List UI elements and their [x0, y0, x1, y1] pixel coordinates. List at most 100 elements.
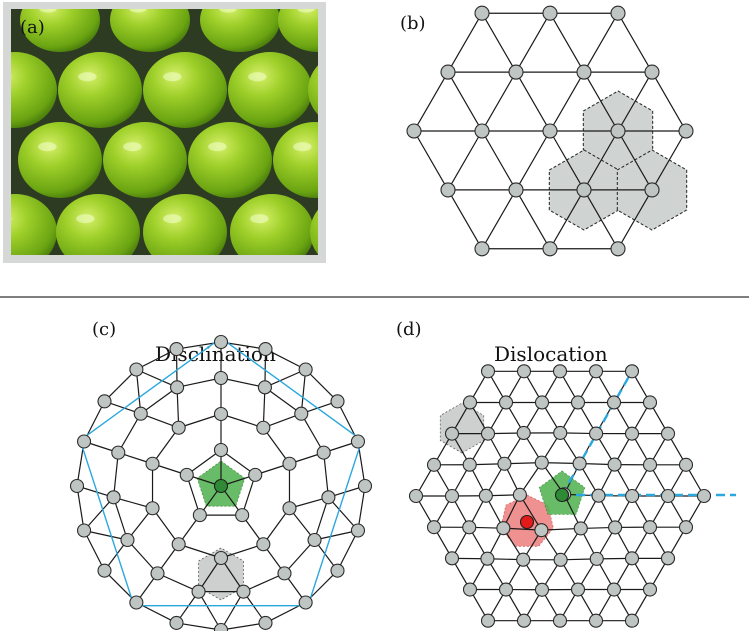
lattice-nodes: [406, 5, 694, 257]
bond: [447, 12, 483, 73]
lattice-node: [145, 501, 160, 516]
lattice-node: [235, 508, 250, 523]
lattice-node: [444, 551, 460, 566]
lattice-node: [678, 457, 694, 472]
lattice-node: [440, 64, 456, 80]
lattice-node: [552, 613, 568, 628]
bond: [284, 539, 315, 574]
apple-highlight: [76, 214, 95, 224]
lattice-node: [696, 488, 712, 504]
lattice-node: [480, 426, 496, 441]
lattice-node: [644, 182, 660, 198]
lattice-node: [256, 420, 271, 435]
apple-highlight: [219, 9, 237, 13]
apple: [228, 52, 312, 128]
bond: [135, 369, 142, 414]
lattice-node: [426, 520, 442, 535]
lattice-node: [76, 523, 92, 538]
bond: [186, 474, 201, 516]
pentagon-boundary: [79, 337, 363, 607]
lattice-node: [588, 364, 604, 379]
lattice-node: [498, 582, 514, 597]
lattice-node: [145, 456, 160, 471]
bond: [152, 507, 180, 545]
lattice-node: [294, 406, 309, 421]
apple-highlight: [163, 214, 182, 224]
five-fold-node: [554, 487, 570, 503]
apple-highlight: [78, 72, 97, 82]
bond: [305, 369, 338, 402]
bond: [617, 71, 653, 132]
lattice-node: [534, 395, 550, 410]
bond: [481, 71, 517, 132]
lattice-node: [588, 613, 604, 628]
lattice-node: [444, 426, 460, 441]
lattice-node: [552, 364, 568, 379]
lattice-node: [170, 380, 185, 395]
lattice-node: [440, 182, 456, 198]
bond: [515, 12, 551, 73]
lattice-node: [606, 395, 622, 410]
lattice-node: [179, 467, 194, 482]
bond: [104, 369, 137, 402]
bond: [112, 452, 119, 498]
lattice-node: [474, 5, 490, 21]
lattice-node: [408, 488, 424, 504]
panel-a-label: (a): [20, 17, 45, 38]
bond: [243, 572, 285, 593]
bond: [617, 12, 653, 73]
lattice-node: [660, 551, 676, 566]
lattice-node: [462, 457, 477, 472]
bond: [241, 474, 256, 516]
lattice-node: [169, 341, 184, 357]
bond: [549, 130, 585, 191]
bond: [186, 449, 222, 476]
bond: [136, 348, 177, 371]
lattice-node: [256, 537, 271, 552]
lattice-node: [607, 457, 622, 472]
lattice-node: [642, 582, 658, 597]
bond: [220, 377, 266, 388]
apple: [56, 194, 140, 255]
lattice-node: [213, 370, 229, 386]
bond: [447, 71, 483, 132]
lattice-node: [516, 364, 532, 379]
lattice-node: [553, 552, 568, 567]
bond: [265, 348, 306, 371]
lattice-node: [498, 395, 514, 410]
bond: [481, 12, 517, 73]
lattice-node: [97, 394, 112, 409]
lattice-node: [480, 551, 495, 566]
bond: [336, 530, 359, 571]
bond: [220, 413, 264, 429]
lattice-node: [69, 478, 85, 494]
lattice-node: [570, 395, 586, 410]
lattice-node: [248, 467, 263, 482]
lattice-node: [624, 551, 640, 566]
lattice-node: [213, 622, 229, 631]
lattice-node: [542, 5, 558, 21]
lattice-node: [444, 488, 460, 504]
bond: [220, 449, 256, 476]
panel-d: (d) Dislocation: [396, 319, 736, 628]
lattice-node: [330, 394, 345, 409]
bond: [323, 452, 330, 498]
lattice-node: [660, 488, 676, 504]
bond: [178, 543, 222, 559]
apple-highlight: [11, 75, 12, 79]
bond: [651, 71, 687, 132]
apple-highlight: [39, 9, 57, 13]
lattice-node: [192, 508, 207, 523]
lattice-node: [129, 595, 144, 610]
bond: [583, 189, 619, 250]
five-fold-node: [213, 478, 229, 494]
lattice-node: [277, 566, 292, 581]
bond: [413, 130, 449, 191]
lattice-node: [610, 241, 626, 257]
lattice-node: [553, 425, 568, 440]
apple-highlight: [328, 72, 346, 81]
apple-highlight: [248, 72, 267, 82]
lattice-node: [330, 563, 345, 578]
bond: [127, 539, 158, 574]
lattice-node: [644, 64, 660, 80]
